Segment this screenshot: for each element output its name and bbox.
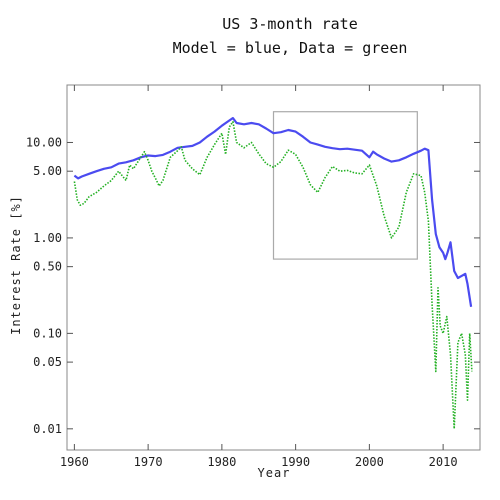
- chart-title: US 3-month rate: [222, 15, 357, 33]
- chart-marks: 1960 1970 1980 1990 2000 2010 0.01 0.05 0.10 0.50…: [26, 85, 480, 469]
- y-tick-label: 0.05: [33, 355, 62, 369]
- y-tick-label: 0.10: [33, 326, 62, 340]
- y-tick-label: 5.00: [33, 164, 62, 178]
- y-tick-label: 1.00: [33, 231, 62, 245]
- x-tick-label: 1980: [207, 455, 236, 469]
- x-axis-label: Year: [258, 466, 291, 480]
- x-tick-label: 1960: [60, 455, 89, 469]
- x-tick-label: 2000: [355, 455, 384, 469]
- y-tick-label: 0.50: [33, 260, 62, 274]
- chart-subtitle: Model = blue, Data = green: [173, 39, 408, 57]
- plot-frame: [66, 84, 481, 451]
- model-series-line: [73, 117, 473, 307]
- y-tick-label: 0.01: [33, 422, 62, 436]
- x-tick-label: 1990: [281, 455, 310, 469]
- data-series-line: [73, 120, 473, 430]
- y-tick-label: 10.00: [26, 135, 62, 149]
- x-tick-label: 1970: [134, 455, 163, 469]
- highlight-box: [272, 111, 418, 260]
- y-axis-label: Interest Rate [%]: [9, 195, 23, 335]
- x-tick-label: 2010: [429, 455, 458, 469]
